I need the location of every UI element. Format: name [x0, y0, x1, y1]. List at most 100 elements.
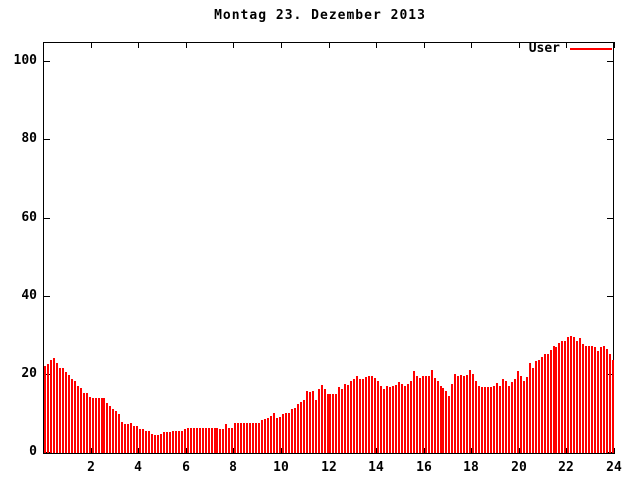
bar	[356, 375, 359, 453]
x-tick-mark	[424, 42, 425, 48]
bar	[293, 408, 296, 453]
x-tick-mark	[519, 448, 520, 454]
bar	[213, 428, 216, 453]
x-tick-label: 6	[182, 460, 190, 475]
bar	[305, 391, 308, 453]
bar	[231, 427, 234, 453]
bar	[383, 389, 386, 453]
bar	[67, 375, 70, 453]
plot-area	[43, 42, 614, 454]
bar	[183, 428, 186, 453]
y-tick-label: 80	[21, 131, 37, 146]
bar	[73, 380, 76, 453]
bar	[44, 366, 46, 453]
bar	[228, 427, 231, 453]
bar	[118, 414, 121, 453]
x-tick-mark	[376, 42, 377, 48]
x-tick-label: 12	[321, 460, 337, 475]
bar	[552, 345, 555, 453]
x-tick-label: 16	[416, 460, 432, 475]
x-tick-mark	[186, 448, 187, 454]
bar	[469, 369, 472, 453]
x-tick-mark	[138, 448, 139, 454]
bar	[275, 417, 278, 453]
bar	[418, 377, 421, 453]
bar	[546, 354, 549, 453]
x-tick-label: 14	[368, 460, 384, 475]
bar	[576, 340, 579, 453]
y-tick-mark	[44, 61, 50, 62]
bar	[454, 374, 457, 453]
bar	[496, 383, 499, 453]
x-tick-mark	[424, 448, 425, 454]
bar	[162, 432, 165, 453]
bar	[368, 375, 371, 453]
bar	[603, 345, 606, 453]
bar	[525, 376, 528, 453]
bar	[88, 397, 91, 453]
bar	[192, 428, 195, 453]
y-tick-mark	[607, 218, 613, 219]
legend: User	[529, 42, 612, 56]
y-tick-label: 20	[21, 366, 37, 381]
bar	[174, 430, 177, 453]
bar	[519, 375, 522, 453]
bar	[267, 417, 270, 453]
bar	[159, 433, 162, 453]
bar	[46, 364, 49, 453]
y-tick-label: 40	[21, 288, 37, 303]
bar	[412, 370, 415, 453]
bar	[377, 380, 380, 453]
bar	[380, 385, 383, 453]
x-tick-mark	[471, 448, 472, 454]
bar	[154, 434, 157, 453]
y-tick-mark	[607, 61, 613, 62]
bar	[136, 425, 139, 453]
y-tick-mark	[44, 296, 50, 297]
bar	[234, 423, 237, 453]
bar	[374, 377, 377, 453]
bar	[406, 383, 409, 453]
x-tick-mark	[471, 42, 472, 48]
bar	[157, 434, 159, 453]
bar	[567, 336, 570, 453]
x-tick-mark	[233, 42, 234, 48]
bar	[145, 430, 148, 453]
bar	[448, 395, 451, 453]
bar	[290, 409, 293, 453]
bar	[201, 428, 204, 453]
bar	[198, 428, 201, 453]
bar	[240, 423, 243, 453]
bar	[180, 430, 183, 453]
bar	[424, 375, 427, 453]
bar	[433, 377, 436, 453]
x-tick-mark	[376, 448, 377, 454]
bar	[585, 345, 588, 453]
bar	[421, 375, 424, 453]
bar	[484, 386, 487, 453]
bar	[70, 378, 73, 453]
bar	[540, 357, 543, 453]
bar	[314, 400, 317, 453]
bar	[507, 385, 510, 453]
bar	[427, 375, 430, 453]
bar	[463, 375, 466, 453]
bar	[501, 378, 504, 453]
bar	[549, 350, 552, 453]
bar	[261, 420, 264, 453]
bar	[100, 398, 103, 453]
y-tick-mark	[607, 296, 613, 297]
bar	[109, 405, 112, 453]
bar	[329, 393, 332, 453]
bar	[600, 347, 603, 453]
x-tick-mark	[138, 42, 139, 48]
bar	[237, 423, 240, 453]
bar	[151, 433, 154, 453]
bar	[347, 384, 350, 453]
bar	[573, 337, 576, 453]
bar	[606, 349, 609, 453]
x-tick-mark	[91, 42, 92, 48]
bar	[487, 386, 490, 453]
bar	[216, 428, 219, 453]
bar	[82, 392, 85, 453]
